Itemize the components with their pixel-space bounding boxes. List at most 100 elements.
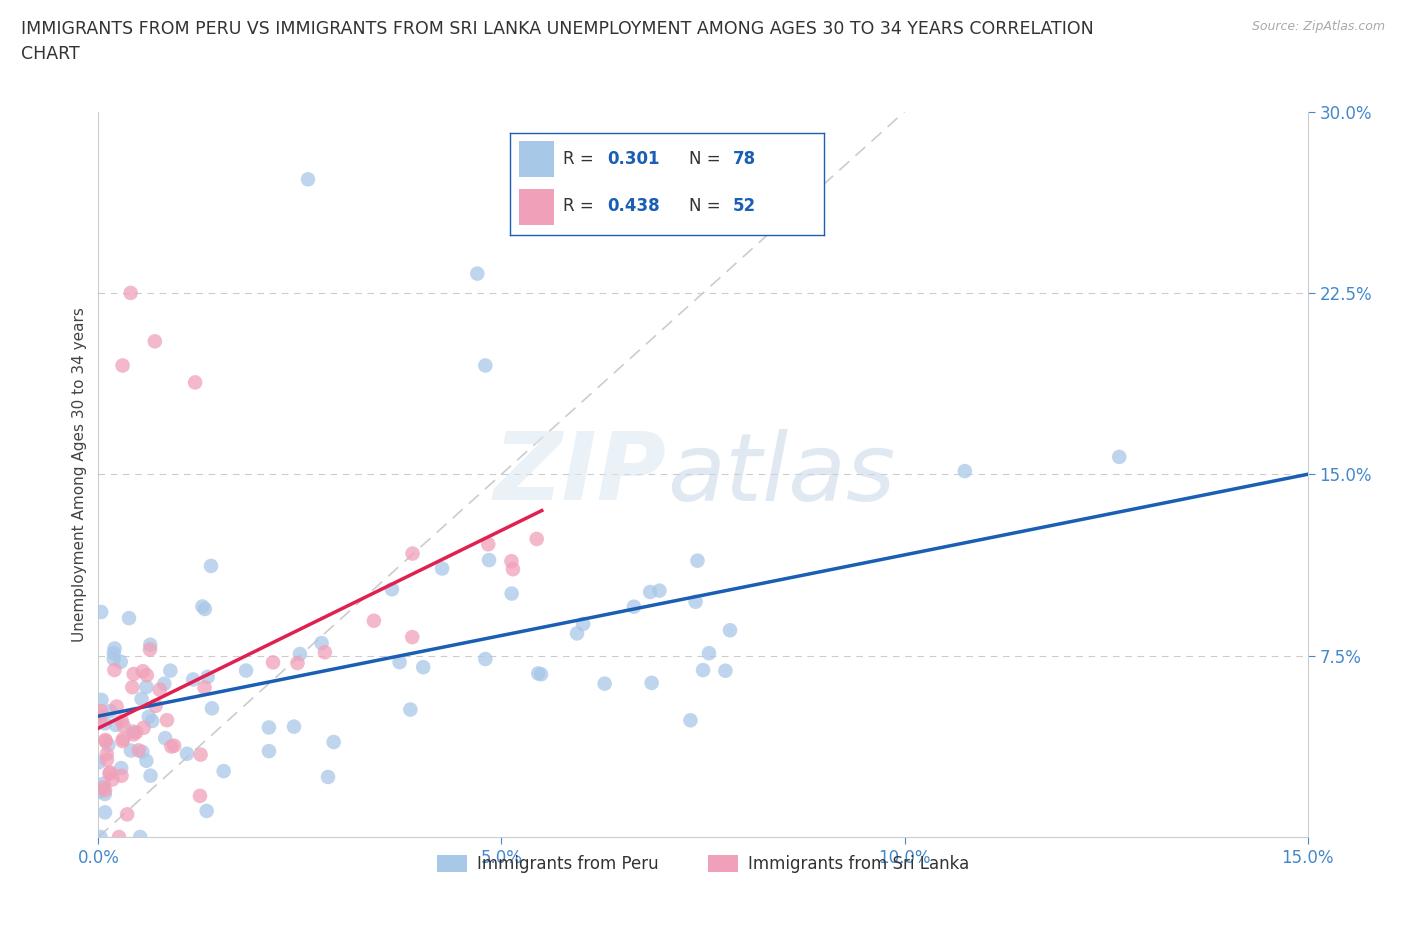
Point — [111, 734, 134, 749]
Point — [322, 735, 344, 750]
Point — [399, 702, 422, 717]
Point — [110, 655, 132, 670]
Point — [104, 717, 127, 732]
Point — [388, 655, 411, 670]
Point — [103, 662, 125, 677]
Point — [401, 630, 423, 644]
Point — [120, 743, 142, 758]
Point — [153, 731, 176, 746]
Point — [363, 613, 385, 628]
Point — [593, 676, 616, 691]
Text: atlas: atlas — [666, 429, 896, 520]
Legend: Immigrants from Peru, Immigrants from Sri Lanka: Immigrants from Peru, Immigrants from Sr… — [430, 848, 976, 880]
Point — [125, 724, 148, 739]
Point — [111, 713, 134, 728]
Point — [190, 747, 212, 762]
Point — [103, 641, 125, 656]
Point — [212, 764, 235, 778]
Point — [156, 712, 179, 727]
Point — [132, 721, 155, 736]
Point — [430, 561, 453, 576]
Point — [89, 830, 111, 844]
Point — [257, 744, 280, 759]
Point — [135, 668, 157, 683]
Point — [316, 769, 339, 784]
Point — [103, 645, 125, 660]
Point — [381, 582, 404, 597]
Point — [96, 752, 118, 767]
Point — [121, 724, 143, 739]
Point — [94, 734, 117, 749]
Point — [565, 626, 588, 641]
Point — [288, 646, 311, 661]
Point — [287, 656, 309, 671]
Point — [145, 698, 167, 713]
Point — [718, 623, 741, 638]
Point — [262, 655, 284, 670]
Point — [478, 552, 501, 567]
Point — [640, 675, 662, 690]
Point — [623, 599, 645, 614]
Point — [103, 652, 125, 667]
Point — [297, 172, 319, 187]
Text: Source: ZipAtlas.com: Source: ZipAtlas.com — [1251, 20, 1385, 33]
Point — [101, 772, 124, 787]
Point — [87, 784, 110, 799]
Point — [527, 666, 550, 681]
Point — [159, 663, 181, 678]
Point — [135, 753, 157, 768]
Point — [194, 602, 217, 617]
Point — [201, 701, 224, 716]
Point — [283, 719, 305, 734]
Point — [87, 707, 110, 722]
Point — [112, 719, 135, 734]
Point — [121, 680, 143, 695]
Point — [120, 286, 142, 300]
Point — [638, 585, 661, 600]
Point — [89, 712, 111, 727]
Point — [110, 768, 132, 783]
Point — [94, 787, 117, 802]
Point — [401, 546, 423, 561]
Point — [90, 604, 112, 619]
Point — [128, 743, 150, 758]
Point — [87, 755, 110, 770]
Point — [141, 713, 163, 728]
Point — [184, 375, 207, 390]
Point — [94, 733, 117, 748]
Point — [188, 789, 211, 804]
Point — [110, 761, 132, 776]
Point — [143, 334, 166, 349]
Point — [176, 747, 198, 762]
Point — [1108, 449, 1130, 464]
Point — [90, 693, 112, 708]
Point — [197, 670, 219, 684]
Point — [692, 663, 714, 678]
Point — [501, 586, 523, 601]
Point — [94, 805, 117, 820]
Point — [714, 663, 737, 678]
Point — [257, 720, 280, 735]
Point — [193, 680, 215, 695]
Point — [98, 766, 121, 781]
Point — [105, 699, 128, 714]
Point — [139, 637, 162, 652]
Point — [679, 713, 702, 728]
Point — [526, 531, 548, 546]
Point — [111, 358, 134, 373]
Point — [181, 672, 204, 687]
Point — [311, 635, 333, 650]
Point — [465, 266, 488, 281]
Point — [118, 611, 141, 626]
Point — [98, 765, 121, 780]
Point — [97, 737, 120, 752]
Text: ZIP: ZIP — [494, 429, 666, 520]
Point — [131, 745, 153, 760]
Point — [474, 652, 496, 667]
Point — [163, 738, 186, 753]
Point — [474, 358, 496, 373]
Point — [235, 663, 257, 678]
Point — [502, 562, 524, 577]
Point — [191, 599, 214, 614]
Point — [122, 667, 145, 682]
